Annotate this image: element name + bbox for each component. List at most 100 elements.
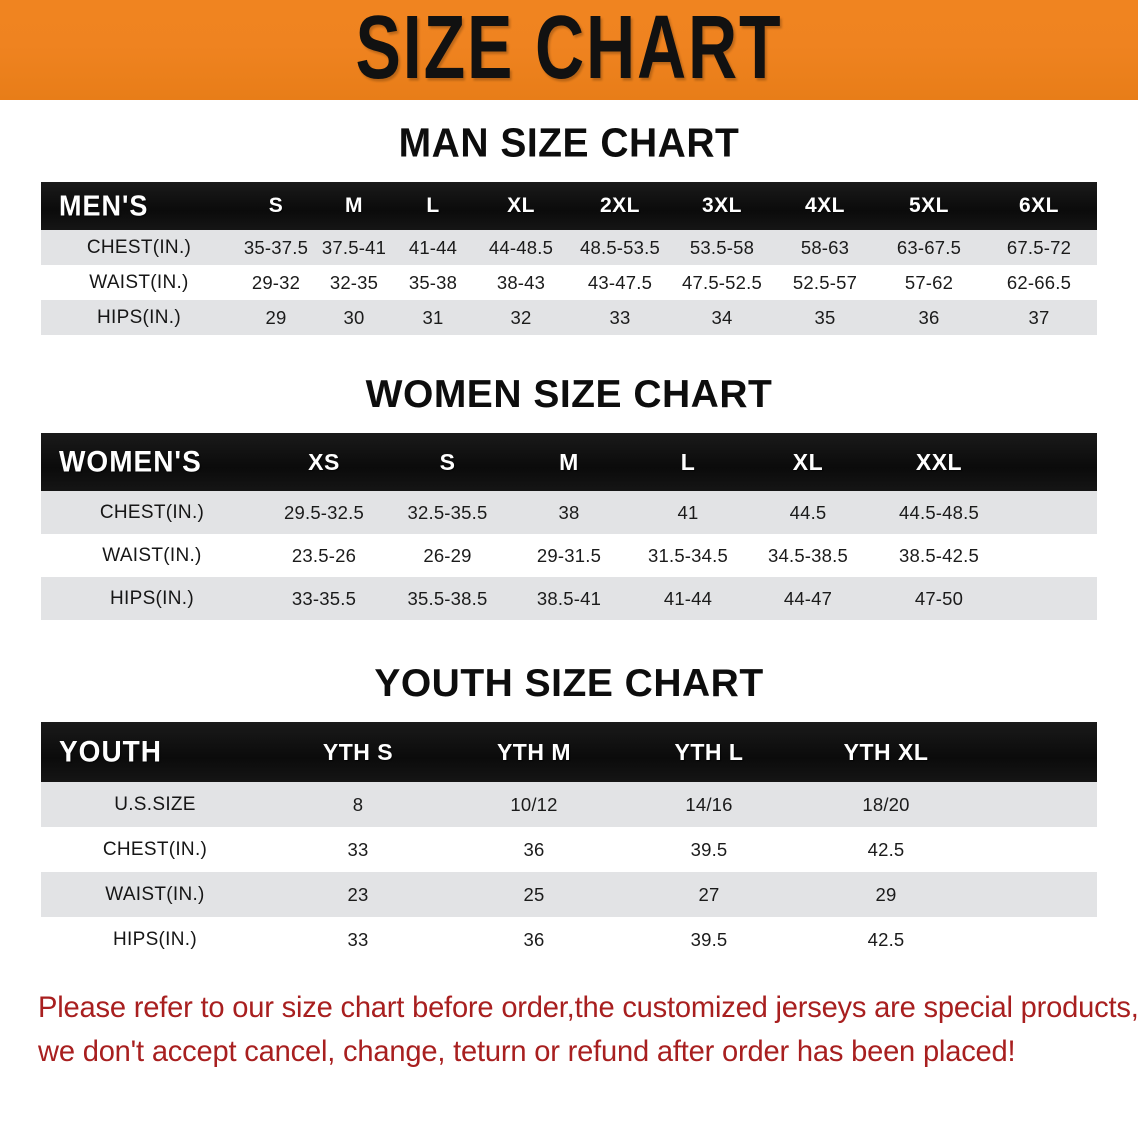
youth-size-header-m: YTH M — [496, 738, 572, 765]
youth-header-spacer — [975, 722, 1097, 782]
women-brand-label: WOMEN'S — [59, 445, 202, 478]
women-row-label-hips: HIPS(IN.) — [41, 577, 263, 620]
men-size-header-3xl: 3XL — [701, 194, 742, 217]
men-waist-4xl: 52.5-57 — [773, 265, 877, 300]
men-waist-3xl: 47.5-52.5 — [671, 265, 773, 300]
men-size-header-4xl: 4XL — [804, 194, 845, 217]
table-row: HIPS(IN.) 33-35.5 35.5-38.5 38.5-41 41-4… — [41, 577, 1097, 620]
women-chest-l: 41 — [628, 491, 748, 534]
women-hips-xxl: 47-50 — [868, 577, 1010, 620]
table-row: WAIST(IN.) 23 25 27 29 — [41, 872, 1097, 917]
table-row: HIPS(IN.) 29 30 31 32 33 34 35 36 37 — [41, 300, 1097, 335]
disclaimer-line-1: Please refer to our size chart before or… — [38, 991, 1138, 1024]
men-size-header-m: M — [345, 194, 363, 217]
men-waist-xl: 38-43 — [473, 265, 569, 300]
youth-hips-l: 39.5 — [621, 917, 797, 962]
women-waist-xl: 34.5-38.5 — [748, 534, 868, 577]
youth-waist-s: 23 — [269, 872, 447, 917]
youth-row-spacer — [975, 872, 1097, 917]
women-chest-xl: 44.5 — [748, 491, 868, 534]
men-brand-label: MEN'S — [59, 189, 149, 222]
men-hips-2xl: 33 — [569, 300, 671, 335]
women-hips-s: 35.5-38.5 — [385, 577, 510, 620]
men-chest-s: 35-37.5 — [237, 230, 315, 265]
women-row-spacer — [1010, 577, 1097, 620]
youth-ussize-l: 14/16 — [621, 782, 797, 827]
women-waist-xs: 23.5-26 — [263, 534, 385, 577]
women-hips-xs: 33-35.5 — [263, 577, 385, 620]
disclaimer-line-2: we don't accept cancel, change, teturn o… — [38, 1035, 1016, 1068]
men-hips-xl: 32 — [473, 300, 569, 335]
men-hips-m: 30 — [315, 300, 393, 335]
men-table-container: MEN'S S M L XL 2XL 3XL 4XL 5XL 6XL CHEST… — [41, 182, 1097, 335]
table-row: WAIST(IN.) 29-32 32-35 35-38 38-43 43-47… — [41, 265, 1097, 300]
men-size-header-s: S — [268, 194, 284, 217]
youth-header-row: YOUTH YTH S YTH M YTH L YTH XL — [41, 722, 1097, 782]
youth-size-table: YOUTH YTH S YTH M YTH L YTH XL U.S.SIZE … — [41, 722, 1097, 962]
youth-brand-label: YOUTH — [59, 735, 162, 768]
youth-size-header-xl: YTH XL — [843, 738, 929, 765]
men-hips-l: 31 — [393, 300, 473, 335]
women-chest-m: 38 — [510, 491, 628, 534]
women-header-row: WOMEN'S XS S M L XL XXL — [41, 433, 1097, 491]
youth-row-label-chest: CHEST(IN.) — [41, 827, 269, 872]
men-waist-m: 32-35 — [315, 265, 393, 300]
table-row: CHEST(IN.) 33 36 39.5 42.5 — [41, 827, 1097, 872]
men-size-header-2xl: 2XL — [599, 194, 640, 217]
women-row-label-chest: CHEST(IN.) — [41, 491, 263, 534]
men-row-label-chest: CHEST(IN.) — [41, 230, 237, 265]
youth-ussize-xl: 18/20 — [797, 782, 975, 827]
women-size-header-m: M — [559, 448, 579, 475]
youth-chest-s: 33 — [269, 827, 447, 872]
men-chest-m: 37.5-41 — [315, 230, 393, 265]
youth-row-label-hips: HIPS(IN.) — [41, 917, 269, 962]
men-size-header-5xl: 5XL — [908, 194, 949, 217]
women-size-table: WOMEN'S XS S M L XL XXL CHEST(IN.) 29.5-… — [41, 433, 1097, 620]
men-hips-5xl: 36 — [877, 300, 981, 335]
women-waist-xxl: 38.5-42.5 — [868, 534, 1010, 577]
youth-row-spacer — [975, 827, 1097, 872]
women-hips-xl: 44-47 — [748, 577, 868, 620]
men-size-table: MEN'S S M L XL 2XL 3XL 4XL 5XL 6XL CHEST… — [41, 182, 1097, 335]
women-hips-m: 38.5-41 — [510, 577, 628, 620]
women-row-spacer — [1010, 534, 1097, 577]
men-hips-6xl: 37 — [981, 300, 1097, 335]
men-waist-2xl: 43-47.5 — [569, 265, 671, 300]
women-header-spacer — [1010, 433, 1097, 491]
women-row-label-waist: WAIST(IN.) — [41, 534, 263, 577]
women-size-header-xxl: XXL — [915, 448, 963, 475]
men-chest-l: 41-44 — [393, 230, 473, 265]
men-waist-6xl: 62-66.5 — [981, 265, 1097, 300]
youth-hips-xl: 42.5 — [797, 917, 975, 962]
women-size-header-l: L — [680, 448, 696, 475]
men-chest-xl: 44-48.5 — [473, 230, 569, 265]
table-row: CHEST(IN.) 35-37.5 37.5-41 41-44 44-48.5… — [41, 230, 1097, 265]
youth-chest-m: 36 — [447, 827, 621, 872]
page-title: SIZE CHART — [355, 0, 783, 98]
youth-size-header-s: YTH S — [322, 738, 394, 765]
men-row-label-hips: HIPS(IN.) — [41, 300, 237, 335]
men-row-label-waist: WAIST(IN.) — [41, 265, 237, 300]
youth-table-container: YOUTH YTH S YTH M YTH L YTH XL U.S.SIZE … — [41, 722, 1097, 962]
men-waist-s: 29-32 — [237, 265, 315, 300]
youth-row-spacer — [975, 782, 1097, 827]
men-chest-6xl: 67.5-72 — [981, 230, 1097, 265]
youth-section-title: YOUTH SIZE CHART — [374, 662, 764, 705]
women-waist-l: 31.5-34.5 — [628, 534, 748, 577]
man-section-title: MAN SIZE CHART — [398, 121, 740, 166]
youth-waist-xl: 29 — [797, 872, 975, 917]
women-size-header-s: S — [439, 448, 456, 475]
table-row: WAIST(IN.) 23.5-26 26-29 29-31.5 31.5-34… — [41, 534, 1097, 577]
table-row: CHEST(IN.) 29.5-32.5 32.5-35.5 38 41 44.… — [41, 491, 1097, 534]
women-table-container: WOMEN'S XS S M L XL XXL CHEST(IN.) 29.5-… — [41, 433, 1097, 620]
women-waist-m: 29-31.5 — [510, 534, 628, 577]
men-waist-5xl: 57-62 — [877, 265, 981, 300]
men-hips-s: 29 — [237, 300, 315, 335]
women-chest-s: 32.5-35.5 — [385, 491, 510, 534]
women-size-header-xl: XL — [792, 448, 824, 475]
youth-row-label-us-size: U.S.SIZE — [41, 782, 269, 827]
men-size-header-l: L — [426, 194, 440, 217]
men-size-header-6xl: 6XL — [1018, 194, 1059, 217]
women-section-title: WOMEN SIZE CHART — [365, 373, 773, 416]
men-hips-3xl: 34 — [671, 300, 773, 335]
